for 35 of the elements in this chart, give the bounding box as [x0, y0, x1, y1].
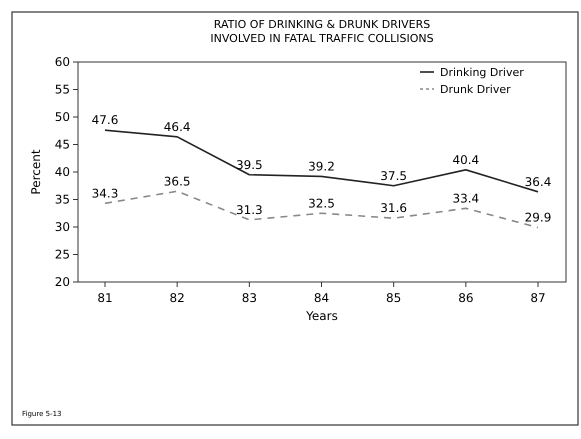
- data-label: 36.4: [524, 174, 552, 189]
- y-tick-label: 50: [54, 110, 70, 124]
- x-tick-label: 87: [530, 291, 546, 305]
- data-label: 39.2: [308, 159, 335, 174]
- y-tick-label: 25: [54, 248, 70, 262]
- x-tick-label: 82: [170, 291, 185, 305]
- x-tick-label: 83: [242, 291, 257, 305]
- y-tick-label: 60: [54, 55, 70, 69]
- data-label: 47.6: [92, 113, 118, 128]
- data-label: 39.5: [236, 158, 263, 172]
- x-axis-title: Years: [305, 309, 338, 323]
- data-label: 33.4: [452, 191, 480, 206]
- x-tick-label: 85: [386, 291, 402, 305]
- x-tick-label: 84: [314, 291, 330, 305]
- y-axis-title: Percent: [29, 149, 43, 195]
- y-tick-label: 40: [54, 165, 70, 179]
- legend-label: Drunk Driver: [440, 83, 512, 96]
- data-label: 46.4: [164, 120, 191, 134]
- y-tick-label: 35: [54, 192, 70, 206]
- y-tick-label: 55: [54, 82, 70, 96]
- data-label: 40.4: [452, 152, 480, 167]
- data-label: 31.3: [236, 202, 263, 217]
- data-label: 37.5: [380, 168, 408, 183]
- y-tick-label: 20: [54, 275, 70, 289]
- data-label: 29.9: [524, 210, 552, 225]
- data-label: 32.5: [308, 196, 335, 210]
- data-label: 34.3: [92, 186, 118, 200]
- y-tick-label: 30: [54, 220, 70, 234]
- chart-title: RATIO OF DRINKING & DRUNK DRIVERS INVOLVED IN FATAL TRAFFIC COLLISIONS: [210, 18, 434, 45]
- data-label: 31.6: [380, 201, 408, 216]
- legend-label: Drinking Driver: [440, 66, 524, 79]
- y-tick-label: 45: [54, 138, 70, 152]
- x-tick-label: 86: [458, 291, 474, 305]
- data-label: 36.5: [164, 174, 191, 188]
- x-tick-label: 81: [97, 291, 113, 305]
